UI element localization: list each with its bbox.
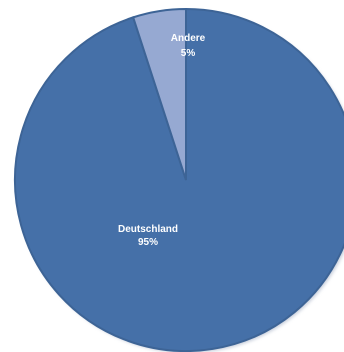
pie-slice-deutschland (14, 7, 344, 352)
slice-value-label: 95% (138, 237, 158, 248)
slice-category-label: Andere (171, 33, 206, 44)
slice-value-label: 5% (181, 48, 196, 59)
slice-category-label: Deutschland (118, 224, 178, 235)
pie-slice-andere (131, 7, 187, 181)
